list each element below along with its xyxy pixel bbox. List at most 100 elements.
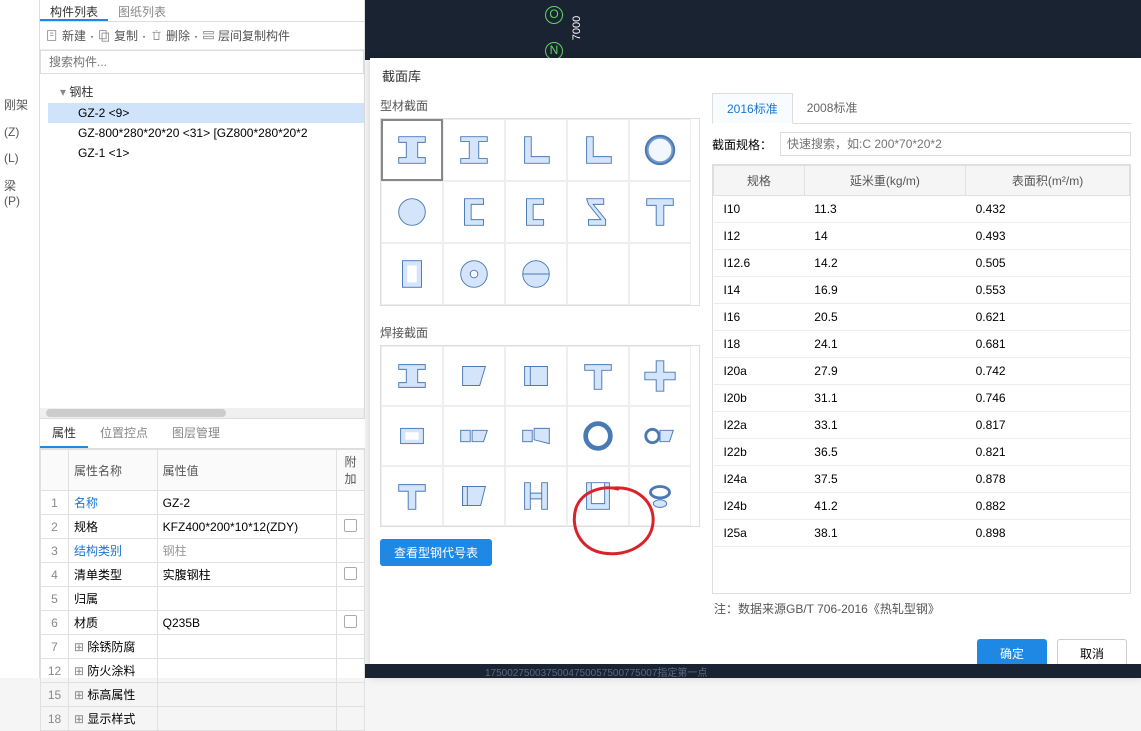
spec-row[interactable]: I20a27.90.742 — [714, 358, 1130, 385]
col-value: 属性值 — [157, 450, 336, 491]
prop-row[interactable]: 7 除锈防腐 — [41, 635, 365, 659]
spec-row[interactable]: I1011.30.432 — [714, 196, 1130, 223]
tree-leaf[interactable]: GZ-2 <9> — [48, 103, 364, 123]
spec-row[interactable]: I24a37.50.878 — [714, 466, 1130, 493]
shape-donut[interactable] — [443, 243, 505, 305]
prop-row[interactable]: 12 防火涂料 — [41, 659, 365, 683]
axis-dim: 7000 — [571, 16, 583, 40]
tab-2008[interactable]: 2008标准 — [793, 93, 872, 123]
list-tabs: 构件列表 图纸列表 — [40, 0, 364, 22]
shape-zshape[interactable] — [567, 181, 629, 243]
spec-row[interactable]: I12140.493 — [714, 223, 1130, 250]
shape-ibeam[interactable] — [381, 119, 443, 181]
col-weight[interactable]: 延米重(kg/m) — [804, 166, 965, 196]
copy-button[interactable]: 复制 — [98, 27, 138, 44]
status-bar: 1750027500375004750057500775007指定第一点 — [365, 664, 1141, 678]
prop-row[interactable]: 3 结构类别 钢柱 — [41, 539, 365, 563]
prop-row[interactable]: 15 标高属性 — [41, 683, 365, 707]
search-row — [40, 50, 364, 74]
prop-row[interactable]: 4 清单类型 实腹钢柱 — [41, 563, 365, 587]
shape-boxwedge[interactable] — [443, 406, 505, 466]
shape-hbeam[interactable] — [505, 466, 567, 526]
layer-copy-button[interactable]: 层间复制构件 — [202, 27, 290, 44]
hscrollbar[interactable] — [40, 408, 364, 418]
left-nav: 刚架 (Z) (L) 梁 (P) — [0, 0, 40, 678]
prop-row[interactable]: 6 材质 Q235B — [41, 611, 365, 635]
shape-ibeam2[interactable] — [443, 119, 505, 181]
footnote: 注：数据来源GB/T 706-2016《热轧型钢》 — [712, 594, 1131, 623]
tab-components[interactable]: 构件列表 — [40, 0, 108, 21]
spec-row[interactable]: I20b31.10.746 — [714, 385, 1130, 412]
dialog-title: 截面库 — [370, 58, 1141, 93]
axis-marker: O — [545, 6, 563, 24]
shape-cross[interactable] — [629, 346, 691, 406]
shape-wibeam[interactable] — [381, 346, 443, 406]
weld-section-label: 焊接截面 — [380, 324, 700, 341]
nav-item[interactable]: 刚架 — [0, 90, 39, 119]
view-code-table-button[interactable]: 查看型钢代号表 — [380, 539, 492, 566]
shape-dome[interactable] — [505, 243, 567, 305]
shape-wtee[interactable] — [567, 346, 629, 406]
nav-item[interactable]: (L) — [0, 145, 39, 171]
shape-rect[interactable] — [381, 243, 443, 305]
section-library-dialog: 截面库 型材截面 焊接截面 查看型钢代号表 2016标准 2008标准 截面规格… — [370, 58, 1141, 678]
spec-row[interactable]: I25a38.10.898 — [714, 520, 1130, 547]
shape-empty — [629, 243, 691, 305]
spec-label: 截面规格： — [712, 136, 772, 153]
search-input[interactable] — [40, 50, 364, 74]
spec-row[interactable]: I22b36.50.821 — [714, 439, 1130, 466]
shape-boxwedge2[interactable] — [505, 406, 567, 466]
spec-row[interactable]: I24b41.20.882 — [714, 493, 1130, 520]
prop-row[interactable]: 1 名称 GZ-2 — [41, 491, 365, 515]
prop-row[interactable]: 18 显示样式 — [41, 707, 365, 731]
tab-2016[interactable]: 2016标准 — [712, 93, 793, 124]
tab-drawings[interactable]: 图纸列表 — [108, 0, 176, 21]
shape-angle[interactable] — [505, 119, 567, 181]
shape-tee[interactable] — [629, 181, 691, 243]
shape-ring[interactable] — [629, 119, 691, 181]
delete-button[interactable]: 删除 — [150, 27, 190, 44]
tree-leaf[interactable]: GZ-800*280*20*20 <31> [GZ800*280*20*2 — [48, 123, 364, 143]
col-area[interactable]: 表面积(m²/m) — [966, 166, 1130, 196]
shape-wedge2[interactable] — [505, 346, 567, 406]
profile-grid — [380, 118, 700, 306]
shape-empty — [567, 243, 629, 305]
shape-channel[interactable] — [443, 181, 505, 243]
spec-row[interactable]: I22a33.10.817 — [714, 412, 1130, 439]
tree-root[interactable]: 钢柱 — [48, 80, 364, 103]
spec-row[interactable]: I12.614.20.505 — [714, 250, 1130, 277]
tab-layer[interactable]: 图层管理 — [160, 419, 232, 448]
shape-tee2[interactable] — [381, 466, 443, 526]
col-extra: 附加 — [337, 450, 365, 491]
prop-row[interactable]: 5 归属 — [41, 587, 365, 611]
props-table: 属性名称 属性值 附加 1 名称 GZ-2 2 规格 KFZ400*200*10… — [40, 449, 365, 731]
spec-row[interactable]: I1416.90.553 — [714, 277, 1130, 304]
col-name: 属性名称 — [69, 450, 158, 491]
properties-panel: 属性 位置控点 图层管理 属性名称 属性值 附加 1 名称 GZ-2 2 规格 … — [40, 418, 365, 678]
shape-wedge[interactable] — [443, 346, 505, 406]
spec-row[interactable]: I1620.50.621 — [714, 304, 1130, 331]
canvas-viewport[interactable]: O N 7000 — [365, 0, 1141, 60]
tab-props[interactable]: 属性 — [40, 419, 88, 448]
spec-table: 规格 延米重(kg/m) 表面积(m²/m) I1011.30.432I1214… — [712, 164, 1131, 594]
nav-item[interactable]: 梁 (P) — [0, 171, 39, 214]
nav-item[interactable]: (Z) — [0, 119, 39, 145]
annotation-circle — [568, 483, 658, 559]
component-tree: 钢柱 GZ-2 <9> GZ-800*280*20*20 <31> [GZ800… — [40, 74, 364, 163]
standard-tabs: 2016标准 2008标准 — [712, 93, 1131, 124]
shape-wring[interactable] — [567, 406, 629, 466]
tab-position[interactable]: 位置控点 — [88, 419, 160, 448]
new-button[interactable]: 新建 — [46, 27, 86, 44]
shape-disc[interactable] — [381, 181, 443, 243]
prop-row[interactable]: 2 规格 KFZ400*200*10*12(ZDY) — [41, 515, 365, 539]
shape-box[interactable] — [381, 406, 443, 466]
col-spec[interactable]: 规格 — [714, 166, 805, 196]
spec-search-input[interactable] — [780, 132, 1131, 156]
shape-trap[interactable] — [443, 466, 505, 526]
shape-angle2[interactable] — [567, 119, 629, 181]
shape-cchannel[interactable] — [505, 181, 567, 243]
shape-ringwedge[interactable] — [629, 406, 691, 466]
profile-section-label: 型材截面 — [380, 97, 700, 114]
tree-leaf[interactable]: GZ-1 <1> — [48, 143, 364, 163]
spec-row[interactable]: I1824.10.681 — [714, 331, 1130, 358]
